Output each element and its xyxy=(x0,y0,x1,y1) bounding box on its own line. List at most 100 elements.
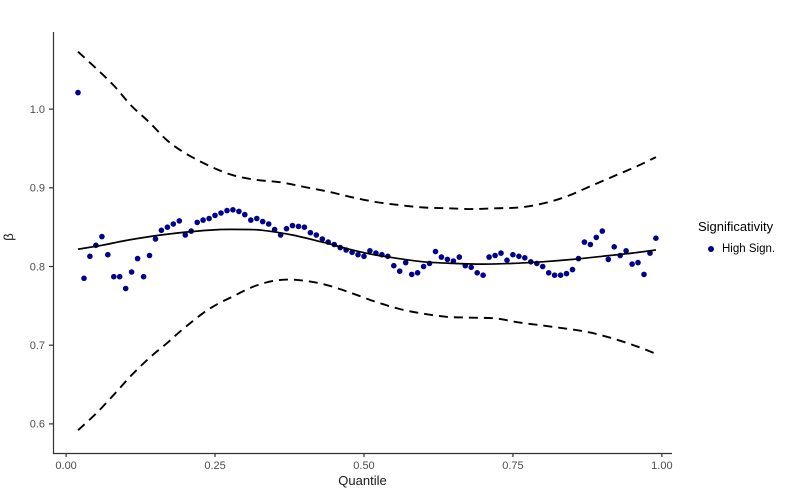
scatter-point xyxy=(653,235,659,241)
legend-title: Significativity xyxy=(698,219,774,234)
scatter-point xyxy=(265,221,272,227)
scatter-point xyxy=(444,256,451,263)
scatter-point xyxy=(206,215,212,222)
scatter-point xyxy=(420,263,427,270)
y-tick-label: 0.9 xyxy=(30,183,45,195)
scatter-point xyxy=(438,254,445,260)
scatter-point xyxy=(504,257,510,264)
scatter-point xyxy=(414,270,421,276)
lower-confidence-band-line xyxy=(77,278,657,431)
scatter-point xyxy=(599,228,606,234)
scatter-point xyxy=(75,89,81,96)
scatter-point xyxy=(456,254,463,260)
scatter-point xyxy=(170,221,177,227)
scatter-point xyxy=(480,272,486,279)
scatter-point xyxy=(635,259,641,266)
scatter-point xyxy=(253,215,260,222)
scatter-point xyxy=(140,273,147,280)
scatter-point xyxy=(581,239,588,245)
scatter-point xyxy=(259,218,266,225)
scatter-point xyxy=(283,225,290,232)
y-tick-label: 1.0 xyxy=(30,104,45,116)
scatter-point xyxy=(474,270,481,276)
scatter-point xyxy=(396,268,403,275)
scatter-point xyxy=(242,211,248,218)
scatter-point xyxy=(230,207,236,213)
scatter-point xyxy=(176,218,183,224)
x-tick-label: 0.75 xyxy=(502,460,523,472)
scatter-point xyxy=(301,224,308,230)
scatter-point xyxy=(87,253,93,260)
scatter-point xyxy=(212,212,218,219)
legend-item-label: High Sign. xyxy=(722,243,776,255)
scatter-point xyxy=(569,266,576,273)
scatter-point xyxy=(450,258,457,264)
x-tick-label: 0.25 xyxy=(204,460,225,472)
scatter-point xyxy=(391,262,397,269)
scatter-point xyxy=(236,208,242,215)
scatter-point xyxy=(355,251,361,258)
y-tick-label: 0.7 xyxy=(30,340,45,352)
legend: Significativity High Sign. xyxy=(698,219,798,255)
scatter-point xyxy=(402,259,409,266)
scatter-point xyxy=(545,270,552,276)
scatter-point xyxy=(629,261,635,267)
scatter-point xyxy=(468,264,475,271)
scatter-point xyxy=(516,253,522,260)
scatter-point xyxy=(522,254,528,261)
scatter-point xyxy=(146,252,153,259)
scatter-point xyxy=(122,285,129,292)
scatter-point xyxy=(164,224,171,230)
scatter-point xyxy=(486,254,492,260)
scatter-point xyxy=(641,271,647,278)
scatter-point xyxy=(134,255,141,262)
scatter-point xyxy=(361,253,367,260)
scatter-point xyxy=(248,217,254,223)
scatter-point xyxy=(295,223,302,230)
scatter-point xyxy=(498,250,504,256)
scatter-point xyxy=(152,236,159,242)
y-tick-label: 0.8 xyxy=(30,261,45,273)
scatter-point xyxy=(289,222,296,229)
scatter-point xyxy=(128,269,135,275)
scatter-point xyxy=(81,275,87,282)
scatter-point xyxy=(218,210,224,216)
x-axis-title: Quantile xyxy=(338,473,387,488)
y-axis-title: β xyxy=(1,233,16,241)
scatter-point xyxy=(367,248,373,254)
scatter-point xyxy=(563,270,570,277)
scatter-point xyxy=(557,272,564,279)
legend-item-high-sign: High Sign. xyxy=(698,243,798,255)
upper-confidence-band-line xyxy=(77,50,657,211)
scatter-point xyxy=(307,229,314,236)
scatter-point xyxy=(539,263,546,270)
x-tick-label: 1.00 xyxy=(651,460,672,472)
scatter-point xyxy=(611,244,617,250)
scatter-point xyxy=(605,256,612,263)
scatter-point xyxy=(587,241,594,248)
scatter-point xyxy=(182,232,189,238)
scatter-point xyxy=(492,252,498,259)
scatter-point xyxy=(194,219,200,226)
scatter-point xyxy=(111,273,117,280)
point-marker-icon xyxy=(708,246,714,252)
scatter-point xyxy=(623,248,629,254)
scatter-point xyxy=(313,232,320,238)
scatter-point xyxy=(105,251,111,258)
scatter-point xyxy=(510,251,516,258)
scatter-point xyxy=(116,273,123,280)
scatter-point xyxy=(158,227,165,234)
scatter-point xyxy=(224,207,230,214)
y-tick-label: 0.6 xyxy=(30,419,45,431)
x-tick-label: 0.50 xyxy=(353,460,374,472)
scatter-point xyxy=(99,233,105,240)
scatter-point xyxy=(593,234,600,241)
scatter-point xyxy=(319,236,326,242)
scatter-point xyxy=(551,272,558,279)
scatter-point xyxy=(432,248,439,255)
x-tick-label: 0.00 xyxy=(55,460,76,472)
smooth-fit-line xyxy=(77,228,657,265)
scatter-point xyxy=(200,217,206,223)
